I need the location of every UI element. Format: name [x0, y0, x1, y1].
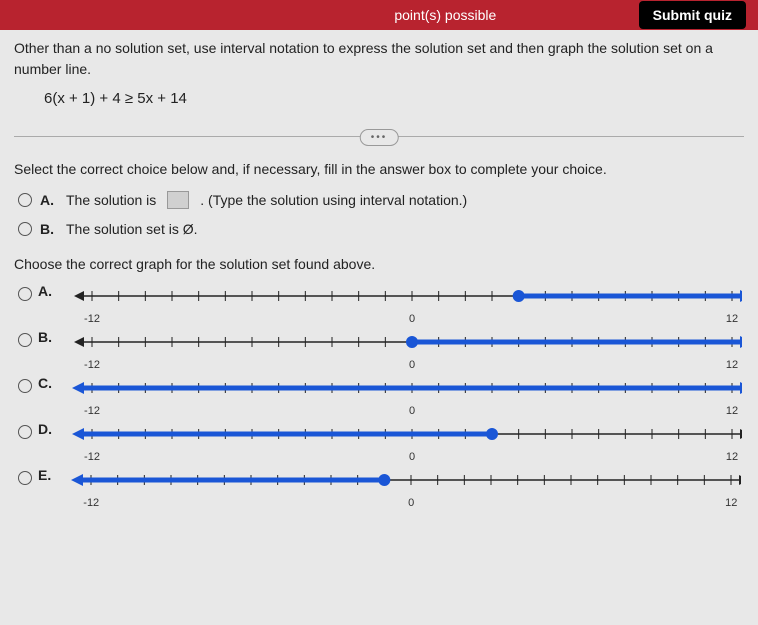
choice-a-label: A. [40, 190, 54, 211]
graph-instruction: Choose the correct graph for the solutio… [14, 254, 744, 275]
inequality-equation: 6(x + 1) + 4 ≥ 5x + 14 [44, 88, 744, 111]
number-line-labels: -12012 [61, 495, 741, 509]
graph-choice-label-c: C. [38, 373, 52, 394]
number-line-a [62, 281, 742, 311]
problem-statement: Other than a no solution set, use interv… [14, 38, 744, 80]
choice-a-post: . (Type the solution using interval nota… [200, 190, 467, 211]
question-body: Other than a no solution set, use interv… [0, 30, 758, 517]
radio-graph-b[interactable] [18, 333, 32, 347]
choice-instruction: Select the correct choice below and, if … [14, 159, 744, 180]
graph-choice-label-d: D. [38, 419, 52, 440]
quiz-header: point(s) possible Submit quiz [0, 0, 758, 30]
choice-a-pre: The solution is [66, 190, 156, 211]
number-line-c [62, 373, 742, 403]
number-line-labels: -12012 [62, 357, 742, 371]
graph-choice-e[interactable]: E. -12012 [18, 465, 744, 509]
answer-input-box[interactable] [167, 191, 189, 209]
number-line-d [62, 419, 742, 449]
radio-choice-a[interactable] [18, 193, 32, 207]
section-divider: ••• [14, 125, 744, 149]
choice-b-label: B. [40, 219, 54, 240]
choice-b-row[interactable]: B. The solution set is Ø. [18, 219, 744, 240]
choice-b-text: The solution set is Ø. [66, 219, 198, 240]
radio-graph-c[interactable] [18, 379, 32, 393]
number-line-labels: -12012 [62, 311, 742, 325]
graph-choice-c[interactable]: C. -12012 [18, 373, 744, 417]
graph-choice-label-a: A. [38, 281, 52, 302]
number-line-e [61, 465, 741, 495]
number-line-b [62, 327, 742, 357]
number-line-labels: -12012 [62, 403, 742, 417]
graph-choice-label-b: B. [38, 327, 52, 348]
radio-graph-e[interactable] [18, 471, 32, 485]
radio-choice-b[interactable] [18, 222, 32, 236]
divider-ellipsis[interactable]: ••• [360, 129, 399, 146]
graph-choice-label-e: E. [38, 465, 51, 486]
points-possible-text: point(s) possible [12, 7, 599, 23]
radio-graph-d[interactable] [18, 425, 32, 439]
choice-a-row[interactable]: A. The solution is . (Type the solution … [18, 190, 744, 211]
graph-choice-b[interactable]: B. -12012 [18, 327, 744, 371]
graph-choice-d[interactable]: D. -12012 [18, 419, 744, 463]
number-line-labels: -12012 [62, 449, 742, 463]
submit-quiz-button[interactable]: Submit quiz [639, 1, 746, 29]
radio-graph-a[interactable] [18, 287, 32, 301]
graph-choice-a[interactable]: A. -12012 [18, 281, 744, 325]
